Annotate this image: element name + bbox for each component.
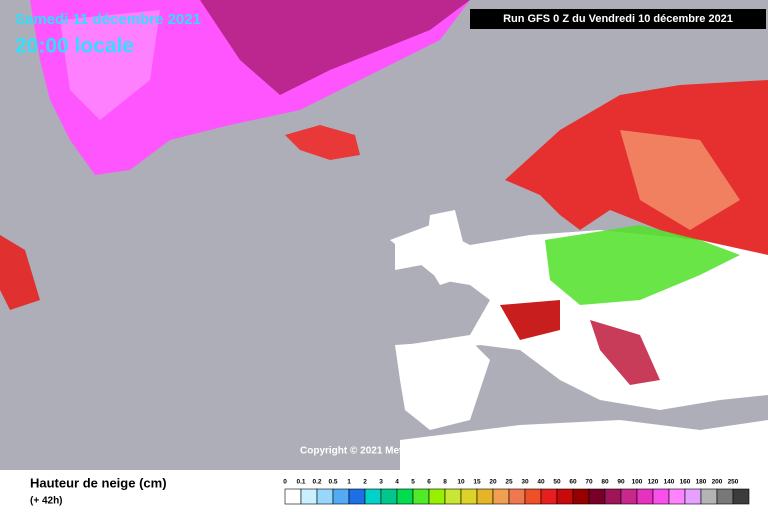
legend-label: 0.2 — [312, 479, 321, 486]
legend-swatch — [652, 488, 670, 505]
legend-label: 3 — [379, 479, 383, 486]
legend-label: 8 — [443, 479, 447, 486]
iberia — [395, 340, 490, 430]
time-label: 20:00 locale — [15, 35, 134, 58]
legend-label: 80 — [601, 479, 609, 486]
legend-swatch — [588, 488, 606, 505]
alps — [500, 300, 560, 340]
legend-swatch — [444, 488, 462, 505]
legend-swatch — [380, 488, 398, 505]
legend-swatch — [524, 488, 542, 505]
legend-swatch — [604, 488, 622, 505]
legend-swatch — [700, 488, 718, 505]
legend-swatch — [572, 488, 590, 505]
date-label: Samedi 11 décembre 2021 — [15, 11, 201, 28]
legend-label: 180 — [696, 479, 707, 486]
run-label: Run GFS 0 Z du Vendredi 10 décembre 2021 — [503, 13, 733, 25]
copyright: Copyright © 2021 Meteociel.fr — [300, 446, 441, 457]
legend-label: 50 — [553, 479, 561, 486]
legend-label: 20 — [489, 479, 497, 486]
legend-label: 60 — [569, 479, 577, 486]
balkans — [590, 320, 660, 385]
legend-swatch — [396, 488, 414, 505]
legend-swatch — [684, 488, 702, 505]
legend-swatch — [332, 488, 350, 505]
legend-swatch — [716, 488, 734, 505]
iceland — [285, 125, 360, 160]
legend-label: 0.5 — [328, 479, 337, 486]
legend-swatch — [412, 488, 430, 505]
legend-swatch — [476, 488, 494, 505]
legend-swatch — [460, 488, 478, 505]
greenland-east — [200, 0, 470, 95]
legend-label: 40 — [537, 479, 545, 486]
legend-label: 30 — [521, 479, 529, 486]
legend-swatch — [492, 488, 510, 505]
legend-label: 100 — [632, 479, 643, 486]
legend-label: 15 — [473, 479, 481, 486]
legend-swatch — [316, 488, 334, 505]
legend-swatch — [428, 488, 446, 505]
legend-label: 90 — [617, 479, 625, 486]
legend-title: Hauteur de neige (cm) — [30, 475, 167, 490]
legend-label: 160 — [680, 479, 691, 486]
legend-swatch — [636, 488, 654, 505]
legend-lead: (+ 42h) — [30, 496, 63, 507]
finland — [620, 130, 740, 230]
legend-label: 25 — [505, 479, 513, 486]
legend-label: 250 — [728, 479, 739, 486]
legend-label: 6 — [427, 479, 431, 486]
legend-label: 140 — [664, 479, 675, 486]
legend-label: 5 — [411, 479, 415, 486]
ireland — [395, 238, 422, 270]
legend-swatch — [620, 488, 638, 505]
legend-label: 2 — [363, 479, 367, 486]
legend-swatch — [300, 488, 318, 505]
legend-label: 4 — [395, 479, 399, 486]
legend-label: 1 — [347, 479, 351, 486]
labrador — [0, 235, 40, 310]
legend-label: 0 — [283, 479, 287, 486]
legend-swatch — [364, 488, 382, 505]
legend-swatch — [556, 488, 574, 505]
legend-swatch — [732, 488, 750, 505]
greenland-inner — [60, 10, 160, 120]
legend-swatch — [348, 488, 366, 505]
legend-swatch — [668, 488, 686, 505]
legend-swatch — [508, 488, 526, 505]
africa — [400, 420, 768, 470]
central-snow — [545, 225, 740, 305]
legend-label: 70 — [585, 479, 593, 486]
legend-label: 200 — [712, 479, 723, 486]
legend-label: 10 — [457, 479, 465, 486]
legend-label: 0.1 — [296, 479, 305, 486]
legend-swatch — [284, 488, 302, 505]
run-box — [470, 9, 766, 29]
legend-label: 120 — [648, 479, 659, 486]
legend-swatch — [540, 488, 558, 505]
britain — [425, 210, 470, 285]
